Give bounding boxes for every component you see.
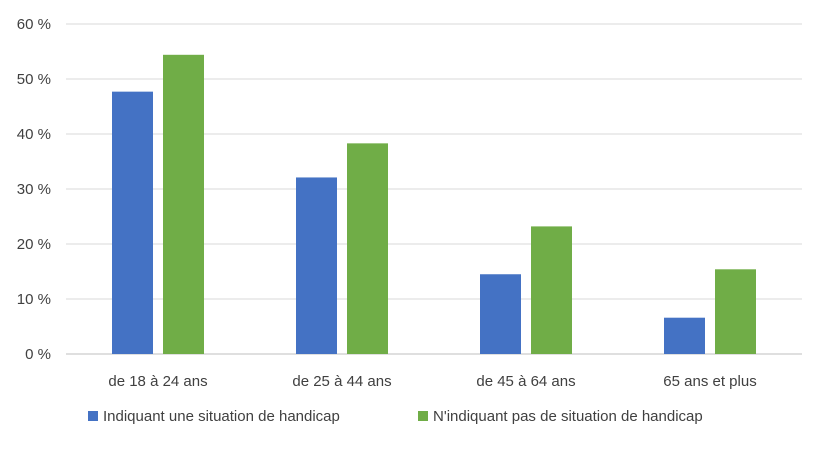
bar-series-2-3 <box>531 226 572 354</box>
bar-series-1-2 <box>296 177 337 354</box>
bar-series-1-3 <box>480 274 521 354</box>
legend-label-2: N'indiquant pas de situation de handicap <box>433 408 703 425</box>
x-category-label: de 25 à 44 ans <box>292 373 391 390</box>
bars <box>112 54 756 355</box>
x-category-label: de 45 à 64 ans <box>476 373 575 390</box>
y-tick-label: 60 % <box>17 16 51 33</box>
y-tick-label: 30 % <box>17 181 51 198</box>
y-tick-label: 10 % <box>17 291 51 308</box>
legend-swatch-1 <box>88 411 98 421</box>
y-tick-label: 0 % <box>25 346 51 363</box>
legend: Indiquant une situation de handicap N'ind… <box>88 408 703 425</box>
legend-label-1: Indiquant une situation de handicap <box>103 408 340 425</box>
x-category-label: 65 ans et plus <box>663 373 756 390</box>
x-category-label: de 18 à 24 ans <box>108 373 207 390</box>
bar-series-1-1 <box>112 91 153 355</box>
y-axis-tick-labels: 0 % 10 % 20 % 30 % 40 % 50 % 60 % <box>17 16 51 363</box>
y-tick-label: 40 % <box>17 126 51 143</box>
legend-swatch-2 <box>418 411 428 421</box>
bar-series-2-4 <box>715 269 756 354</box>
bar-series-2-2 <box>347 143 388 354</box>
bar-series-1-4 <box>664 317 705 354</box>
x-axis-category-labels: de 18 à 24 ans de 25 à 44 ans de 45 à 64 a… <box>108 373 756 390</box>
y-tick-label: 50 % <box>17 71 51 88</box>
y-tick-label: 20 % <box>17 236 51 253</box>
bar-series-2-1 <box>163 54 204 355</box>
